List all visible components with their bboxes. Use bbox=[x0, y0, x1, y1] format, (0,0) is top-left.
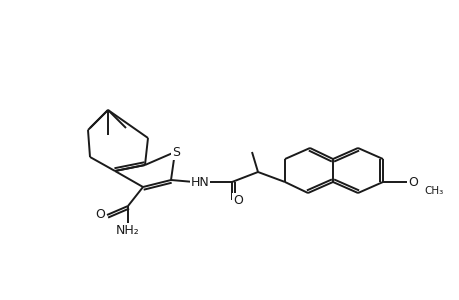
Text: NH₂: NH₂ bbox=[116, 224, 140, 236]
Text: HN: HN bbox=[190, 176, 209, 188]
Text: O: O bbox=[407, 176, 417, 188]
Text: O: O bbox=[95, 208, 105, 221]
Text: CH₃: CH₃ bbox=[423, 186, 442, 196]
Text: O: O bbox=[233, 194, 242, 206]
Text: S: S bbox=[172, 146, 179, 158]
